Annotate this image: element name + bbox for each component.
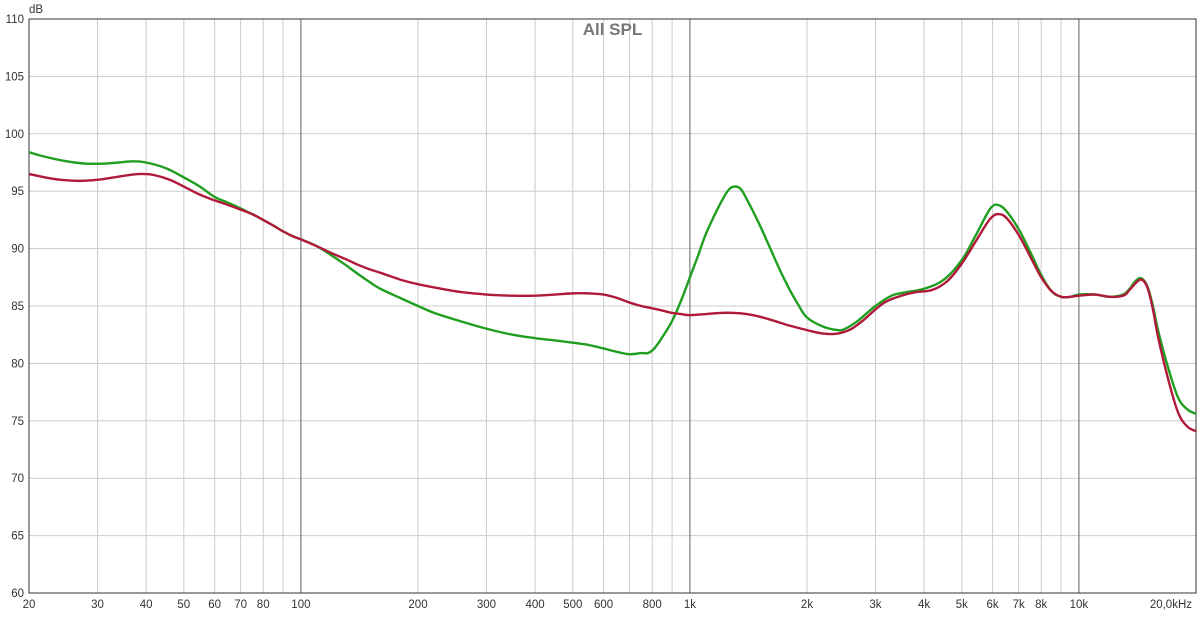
x-tick-label: 20 — [23, 599, 36, 611]
y-tick-label: 75 — [11, 416, 24, 428]
y-tick-label: 110 — [6, 14, 24, 26]
y-tick-label: 105 — [5, 71, 24, 83]
y-tick-label: 70 — [11, 473, 24, 485]
x-tick-label: 1k — [684, 599, 696, 611]
x-tick-label: 2k — [801, 599, 813, 611]
x-tick-label: 20,0kHz — [1150, 599, 1192, 611]
x-tick-label: 300 — [477, 599, 496, 611]
y-tick-label: 65 — [11, 531, 24, 543]
x-tick-label: 80 — [257, 599, 270, 611]
x-tick-label: 4k — [918, 599, 930, 611]
x-tick-label: 6k — [987, 599, 999, 611]
x-tick-label: 5k — [956, 599, 968, 611]
y-tick-label: 95 — [11, 186, 24, 198]
x-tick-label: 800 — [643, 599, 662, 611]
y-axis-label: dB — [29, 4, 43, 16]
x-tick-label: 400 — [526, 599, 545, 611]
x-tick-label: 70 — [234, 599, 247, 611]
x-tick-label: 8k — [1035, 599, 1047, 611]
x-tick-label: 7k — [1013, 599, 1025, 611]
grid: 6065707580859095100105110 — [5, 14, 1196, 600]
x-tick-label: 40 — [140, 599, 153, 611]
y-tick-label: 90 — [11, 244, 24, 256]
series-group — [29, 152, 1196, 431]
y-tick-label: 80 — [11, 358, 24, 370]
x-tick-label: 50 — [177, 599, 190, 611]
series-red — [29, 174, 1196, 431]
spl-chart: 6065707580859095100105110dB2030405060708… — [0, 0, 1200, 619]
x-tick-label: 30 — [91, 599, 104, 611]
chart-title: All SPL — [583, 20, 643, 39]
x-tick-label: 10k — [1070, 599, 1089, 611]
y-tick-label: 85 — [11, 301, 24, 313]
x-tick-label: 3k — [869, 599, 881, 611]
x-tick-label: 500 — [563, 599, 582, 611]
y-tick-label: 100 — [5, 129, 24, 141]
x-tick-label: 200 — [408, 599, 427, 611]
x-tick-label: 100 — [291, 599, 310, 611]
x-tick-label: 60 — [208, 599, 221, 611]
x-tick-label: 600 — [594, 599, 613, 611]
